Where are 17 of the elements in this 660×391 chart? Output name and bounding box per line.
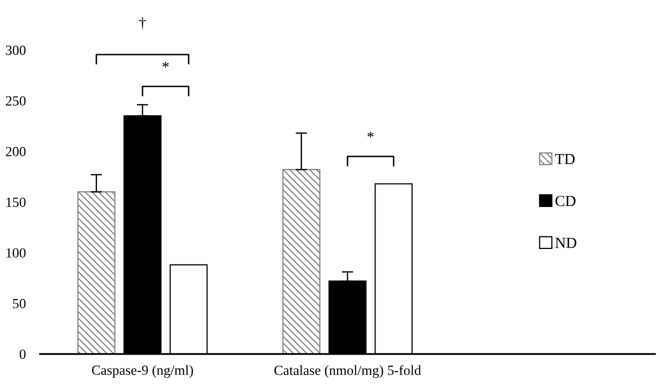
- y-tick-label: 50: [13, 298, 26, 308]
- y-tick-label: 100: [6, 248, 26, 258]
- text: †: [139, 17, 146, 30]
- x-tick-label: Caspase-9 (ng/ml): [92, 365, 193, 378]
- y-tick-label: 300: [6, 46, 26, 55]
- annotation: *: [162, 62, 169, 68]
- y-tick-label: 150: [6, 198, 26, 207]
- y-tick-label: 0: [20, 350, 26, 359]
- legend-label: ND: [555, 238, 576, 248]
- y-tick-label: 200: [6, 146, 26, 156]
- x-tick-label: Catalase (nmol/mg) 5-fold: [274, 365, 421, 378]
- legend-label: CD: [556, 196, 576, 206]
- bar: [77, 191, 116, 354]
- legend-label: TD: [555, 154, 575, 164]
- annotation: *: [367, 132, 374, 138]
- y-tick-label: 250: [6, 96, 26, 106]
- bar: [282, 169, 320, 354]
